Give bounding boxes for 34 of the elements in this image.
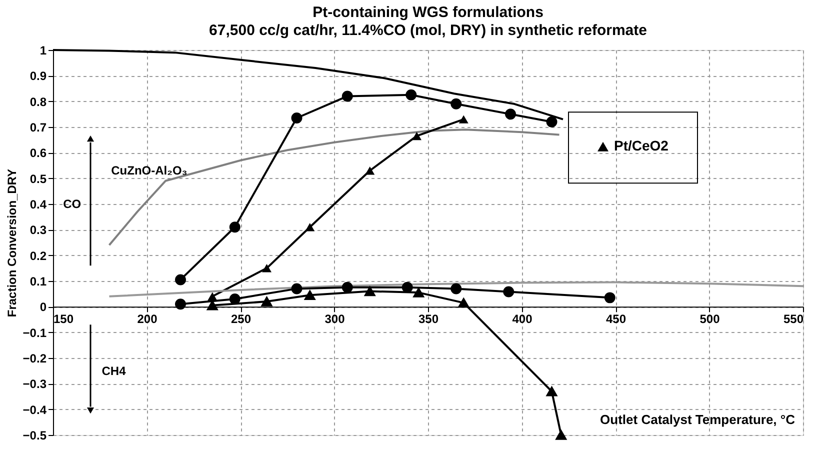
y-tick-label: 0.6 — [30, 146, 47, 160]
y-tick-label: −0.5 — [22, 428, 47, 442]
line-series — [108, 128, 560, 246]
x-tick-label: 350 — [418, 312, 439, 326]
legend-label: Pt/CeO2 — [614, 138, 669, 154]
y-tick-label: 0.7 — [30, 120, 47, 134]
y-tick-label: 0.1 — [30, 274, 47, 288]
chart-title: Pt-containing WGS formulations — [312, 4, 544, 21]
x-tick-label: 450 — [606, 312, 626, 326]
y-tick-label: 0.4 — [30, 198, 47, 212]
y-tick-label: −0.1 — [22, 326, 47, 340]
y-tick-label: 1 — [40, 44, 47, 58]
y-tick-label: 0.5 — [30, 172, 47, 186]
chart-subtitle: 67,500 cc/g cat/hr, 11.4%CO (mol, DRY) in synthetic reformate — [209, 22, 647, 39]
y-tick-label: 0.3 — [30, 223, 47, 238]
x-tick-label: 400 — [512, 312, 533, 326]
annotation: CuZnO-Al₂O₃ — [111, 164, 188, 178]
y-tick-label: −0.3 — [22, 377, 47, 392]
y-tick-label: 0.2 — [30, 248, 47, 263]
x-tick-label: 250 — [230, 312, 252, 326]
y-axis-title: Fraction Conversion_DRY — [4, 168, 19, 318]
x-axis-title: Outlet Catalyst Temperature, °C — [600, 412, 796, 427]
x-tick-label: 500 — [700, 312, 720, 326]
annotation: CH4 — [102, 364, 126, 378]
x-tick-label: 300 — [324, 312, 346, 326]
y-tick-label: 0.8 — [30, 94, 47, 109]
y-tick-label: 0 — [40, 300, 47, 314]
x-tick-label: 550 — [783, 312, 804, 326]
annotation: CO — [63, 197, 82, 211]
y-tick-label: 0.9 — [30, 69, 47, 84]
x-tick-label: 200 — [137, 312, 158, 326]
y-tick-label: −0.2 — [22, 352, 47, 366]
y-tick-label: −0.4 — [22, 402, 47, 417]
x-tick-label: 150 — [54, 312, 74, 326]
